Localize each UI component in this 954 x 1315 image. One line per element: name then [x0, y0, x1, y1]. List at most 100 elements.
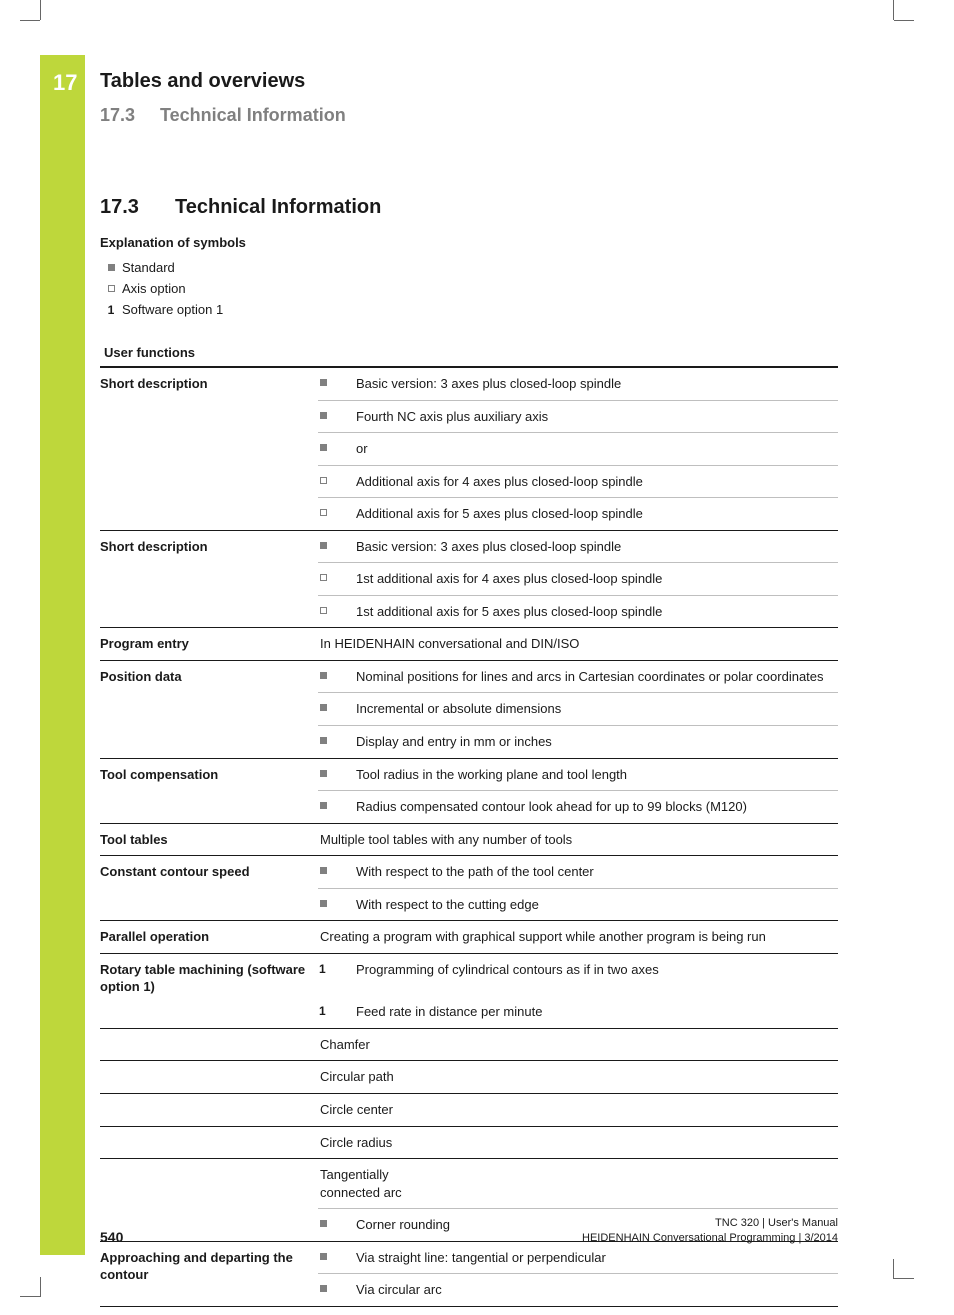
- row-content: Nominal positions for lines and arcs in …: [318, 661, 838, 758]
- row-content: 1Programming of cylindrical contours as …: [318, 954, 838, 1028]
- row-content: Basic version: 3 axes plus closed-loop s…: [318, 531, 838, 628]
- item-text: or: [356, 440, 838, 458]
- table-row: Short description Basic version: 3 axes p…: [100, 368, 838, 531]
- item-text: Tool radius in the working plane and too…: [356, 766, 838, 784]
- list-item: Basic version: 3 axes plus closed-loop s…: [318, 368, 838, 400]
- table-title: User functions: [100, 339, 838, 368]
- chapter-sidebar: [40, 55, 85, 1255]
- chapter-number: 17: [53, 70, 77, 96]
- square-filled-icon: [320, 1285, 327, 1292]
- item-text: Via circular arc: [356, 1281, 838, 1299]
- item-text: Display and entry in mm or inches: [356, 733, 838, 751]
- square-filled-icon: [320, 770, 327, 777]
- square-filled-icon: [320, 737, 327, 744]
- square-hollow-icon: [320, 574, 327, 581]
- list-item: Incremental or absolute dimensions: [318, 692, 838, 725]
- list-item: Additional axis for 4 axes plus closed-l…: [318, 465, 838, 498]
- square-filled-icon: [320, 412, 327, 419]
- item-text: Incremental or absolute dimensions: [356, 700, 838, 718]
- square-hollow-icon: [108, 285, 115, 292]
- list-item: 1st additional axis for 4 axes plus clos…: [318, 562, 838, 595]
- table-row: Approaching and departing the contourVia…: [100, 1242, 838, 1307]
- list-item: Nominal positions for lines and arcs in …: [318, 661, 838, 693]
- list-item: Via circular arc: [318, 1273, 838, 1306]
- square-filled-icon: [320, 802, 327, 809]
- list-item: Via straight line: tangential or perpend…: [318, 1242, 838, 1274]
- row-label: [100, 1061, 318, 1093]
- legend-opt1-label: Software option 1: [122, 302, 223, 317]
- row-label: Tool tables: [100, 824, 318, 856]
- row-text: Circular path: [318, 1061, 418, 1093]
- item-text: Radius compensated contour look ahead fo…: [356, 798, 838, 816]
- square-filled-icon: [320, 900, 327, 907]
- list-item: or: [318, 432, 838, 465]
- row-label: Constant contour speed: [100, 856, 318, 920]
- list-item: With respect to the cutting edge: [318, 888, 838, 921]
- row-content: Circle center: [318, 1094, 838, 1126]
- item-number-symbol: 1: [318, 961, 356, 979]
- user-functions-table: Short descriptionBasic version: 3 axes p…: [100, 368, 838, 1307]
- item-number-symbol: 1: [318, 1003, 356, 1021]
- table-row: Circle radius: [100, 1127, 838, 1160]
- table-row: Circular path: [100, 1061, 838, 1094]
- table-row: Circle center: [100, 1094, 838, 1127]
- row-label: Rotary table machining (software option …: [100, 954, 318, 1028]
- row-text: Chamfer: [318, 1029, 418, 1061]
- row-label: Position data: [100, 661, 318, 758]
- item-text: Additional axis for 5 axes plus closed-l…: [356, 505, 838, 523]
- list-item: Tool radius in the working plane and too…: [318, 759, 838, 791]
- row-text: In HEIDENHAIN conversational and DIN/ISO: [318, 628, 838, 660]
- row-text: Creating a program with graphical suppor…: [318, 921, 838, 953]
- table-row: Parallel operationCreating a program wit…: [100, 921, 838, 954]
- legend-title: Explanation of symbols: [100, 235, 838, 250]
- square-hollow-icon: [320, 607, 327, 614]
- square-filled-icon: [108, 264, 115, 271]
- legend-standard: Standard: [122, 260, 175, 275]
- item-text: Via straight line: tangential or perpend…: [356, 1249, 838, 1267]
- page-number: 540: [100, 1229, 123, 1245]
- row-label: Short description: [100, 531, 318, 628]
- item-text: Programming of cylindrical contours as i…: [356, 961, 838, 979]
- square-hollow-icon: [320, 477, 327, 484]
- page-subheading: 17.3Technical Information: [100, 105, 838, 126]
- square-filled-icon: [320, 1253, 327, 1260]
- row-text: Circle center: [318, 1094, 418, 1126]
- table-row: Tool tablesMultiple tool tables with any…: [100, 824, 838, 857]
- row-content: Circular path: [318, 1061, 838, 1093]
- page-footer: 540 TNC 320 | User's Manual HEIDENHAIN C…: [100, 1216, 838, 1245]
- square-filled-icon: [320, 867, 327, 874]
- row-content: Circle radius: [318, 1127, 838, 1159]
- square-filled-icon: [320, 379, 327, 386]
- row-content: Tool radius in the working plane and too…: [318, 759, 838, 823]
- row-label: Parallel operation: [100, 921, 318, 953]
- square-filled-icon: [320, 704, 327, 711]
- row-label: [100, 1029, 318, 1061]
- legend-opt1-symbol: 1: [100, 303, 122, 317]
- square-hollow-icon: [320, 509, 327, 516]
- row-label: Short description: [100, 368, 318, 530]
- item-text: Basic version: 3 axes plus closed-loop s…: [356, 375, 838, 393]
- list-item: Basic version: 3 axes plus closed-loop s…: [318, 531, 838, 563]
- legend: Standard Axis option 1 Software option 1: [100, 260, 838, 317]
- table-row: Program entryIn HEIDENHAIN conversationa…: [100, 628, 838, 661]
- row-content: With respect to the path of the tool cen…: [318, 856, 838, 920]
- table-row: Position dataNominal positions for lines…: [100, 661, 838, 759]
- table-row: Chamfer: [100, 1029, 838, 1062]
- row-text: Multiple tool tables with any number of …: [318, 824, 838, 856]
- list-item: Radius compensated contour look ahead fo…: [318, 790, 838, 823]
- square-filled-icon: [320, 542, 327, 549]
- item-text: With respect to the path of the tool cen…: [356, 863, 838, 881]
- row-content: Basic version: 3 axes plus closed-loop s…: [318, 368, 838, 530]
- row-content: Chamfer: [318, 1029, 838, 1061]
- table-row: Short descriptionBasic version: 3 axes p…: [100, 531, 838, 629]
- list-item: Additional axis for 5 axes plus closed-l…: [318, 497, 838, 530]
- table-row: Tool compensationTool radius in the work…: [100, 759, 838, 824]
- footer-line2: HEIDENHAIN Conversational Programming | …: [582, 1231, 838, 1245]
- table-row: Rotary table machining (software option …: [100, 954, 838, 1029]
- row-content: In HEIDENHAIN conversational and DIN/ISO: [318, 628, 838, 660]
- item-text: Additional axis for 4 axes plus closed-l…: [356, 473, 838, 491]
- square-filled-icon: [320, 444, 327, 451]
- list-item: Display and entry in mm or inches: [318, 725, 838, 758]
- list-item: 1st additional axis for 5 axes plus clos…: [318, 595, 838, 628]
- item-text: Fourth NC axis plus auxiliary axis: [356, 408, 838, 426]
